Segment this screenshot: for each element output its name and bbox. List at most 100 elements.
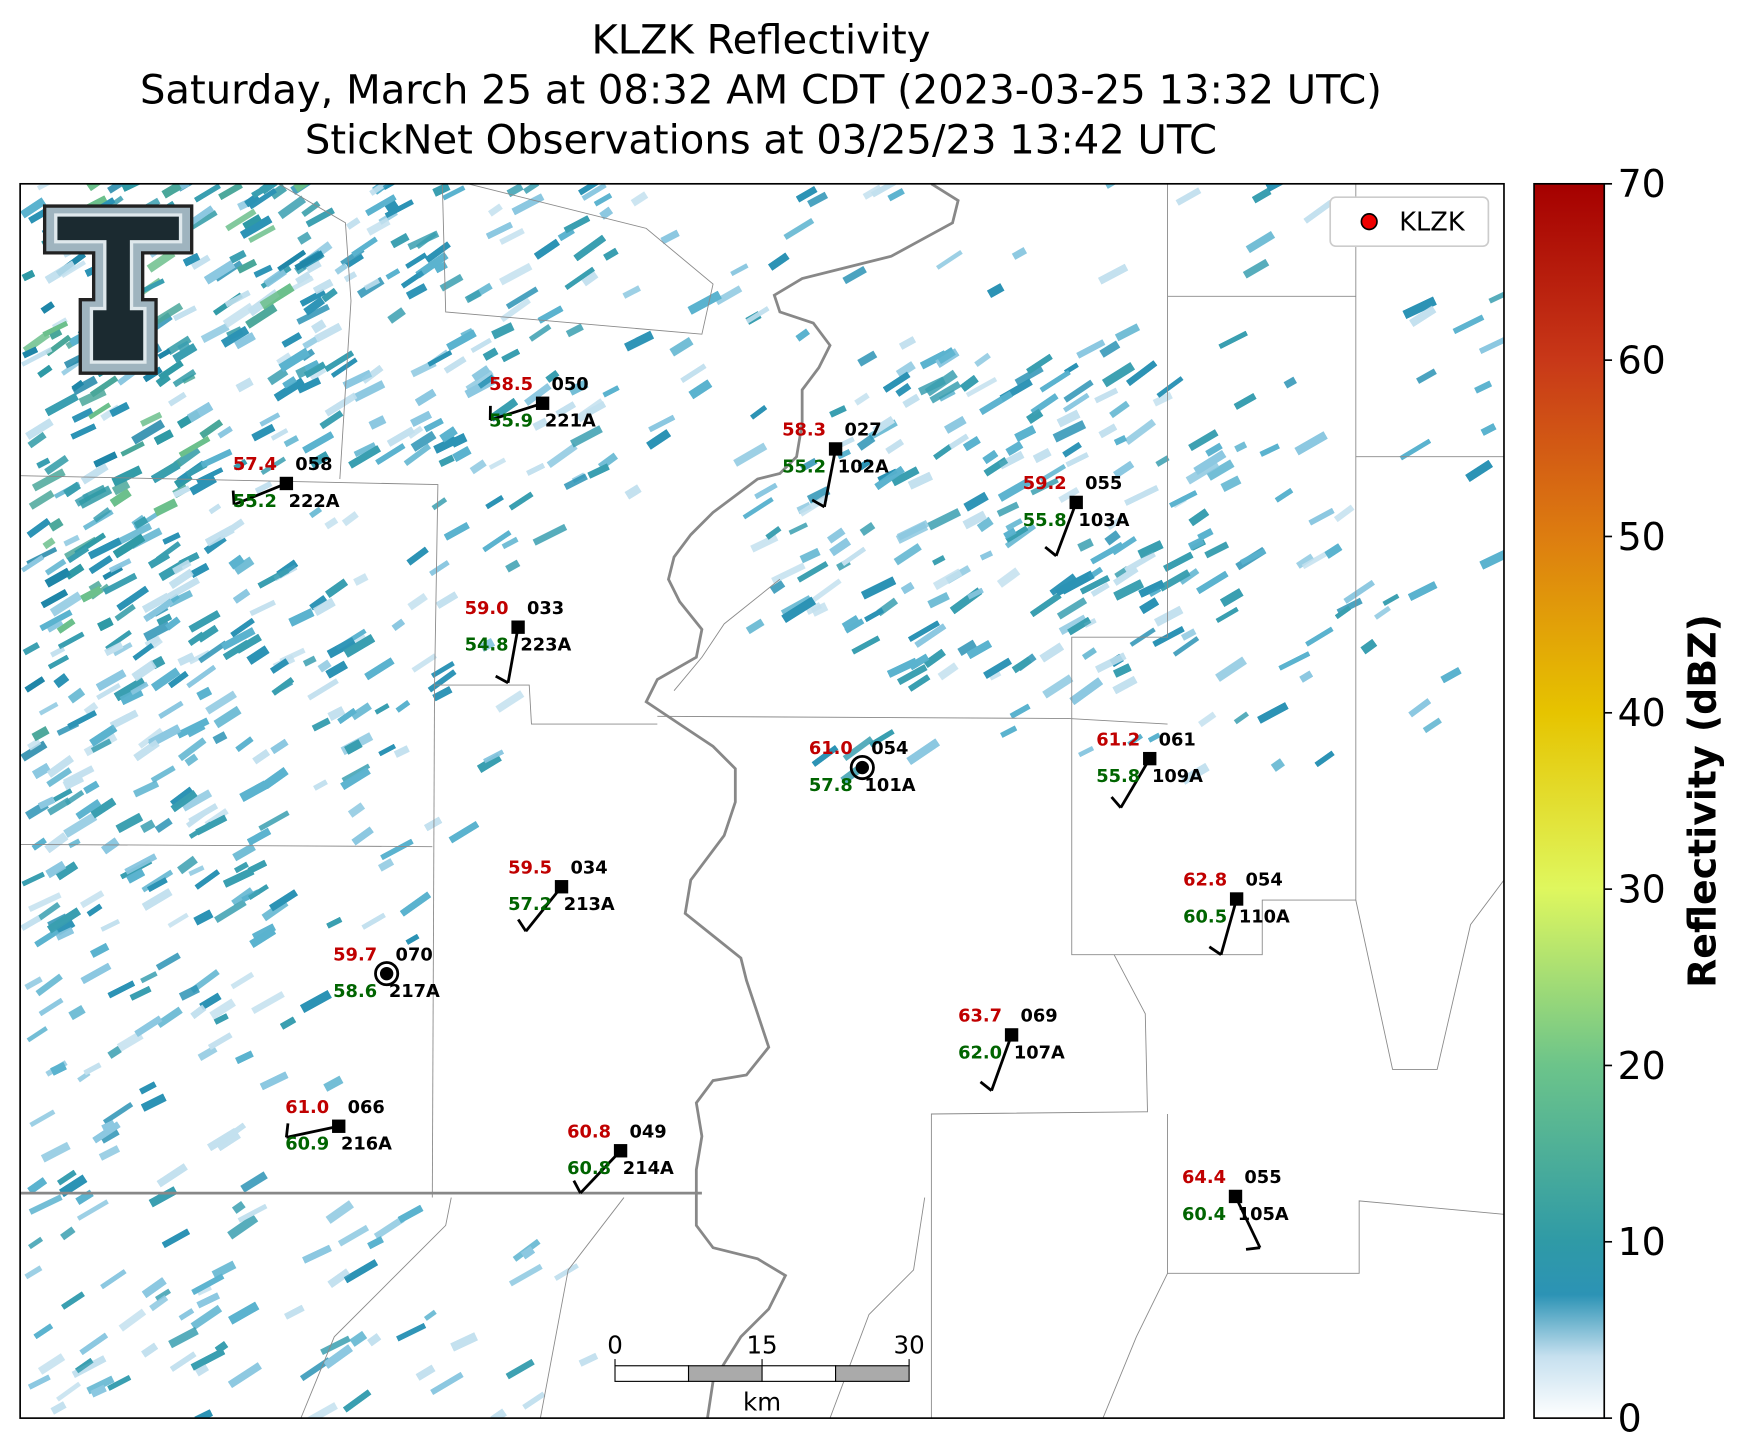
echo	[277, 195, 307, 220]
echo	[1106, 516, 1124, 531]
wind-barb	[1054, 501, 1078, 557]
temperature: 58.5	[489, 374, 533, 395]
echo	[1113, 579, 1145, 601]
echo	[148, 1186, 178, 1208]
echo	[491, 322, 515, 340]
dewpoint: 55.8	[1023, 510, 1067, 531]
echo	[1058, 614, 1088, 635]
echo	[1402, 296, 1437, 319]
echo	[304, 361, 327, 379]
echo	[197, 1045, 218, 1061]
station-id: 223A	[520, 635, 571, 656]
echo	[983, 457, 1009, 477]
wind-barb-flag	[811, 498, 826, 509]
echo	[191, 1273, 225, 1295]
echo	[1193, 450, 1227, 475]
echo	[1206, 459, 1235, 481]
pressure: 049	[629, 1121, 666, 1142]
echo	[403, 443, 432, 467]
echo	[156, 1163, 188, 1188]
echo	[309, 595, 327, 611]
echo	[149, 1294, 169, 1312]
echo	[88, 555, 113, 575]
echo	[155, 373, 171, 388]
temperature: 59.5	[508, 857, 552, 878]
echo	[1065, 452, 1089, 468]
echo	[406, 546, 429, 566]
echo	[840, 766, 862, 785]
echo	[327, 1268, 351, 1288]
legend-label: KLZK	[1399, 208, 1466, 238]
echo	[116, 1030, 144, 1052]
echo	[98, 1145, 121, 1161]
echo	[811, 745, 839, 767]
station: 64.4 055 60.4 105A	[1182, 1167, 1289, 1251]
wind-barb	[1219, 898, 1238, 956]
wind-barb-flag	[1110, 796, 1122, 809]
echo	[320, 1335, 351, 1356]
echo	[118, 522, 153, 545]
echo	[309, 451, 330, 469]
echo	[158, 700, 184, 719]
dewpoint: 57.2	[508, 894, 552, 915]
echo	[247, 859, 268, 874]
echo	[891, 466, 920, 487]
echo	[259, 183, 278, 195]
echo	[293, 183, 322, 192]
echo	[190, 1304, 223, 1330]
colorbar-tick-label: 60	[1618, 339, 1666, 383]
temperature: 61.0	[285, 1097, 329, 1118]
wind-barb	[233, 482, 287, 506]
echo	[1333, 504, 1355, 523]
echo	[563, 473, 588, 491]
wind-barb	[286, 1124, 340, 1139]
echo	[807, 191, 829, 208]
echo	[1067, 616, 1092, 636]
station: 63.7 069 62.0 107A	[958, 1006, 1065, 1092]
echo	[149, 302, 184, 328]
echo	[1011, 656, 1032, 674]
echo	[102, 1101, 134, 1125]
echo	[1098, 263, 1129, 285]
echo	[42, 320, 69, 337]
echo	[1078, 746, 1094, 758]
echo	[432, 686, 453, 702]
echo	[80, 962, 112, 985]
echo	[1259, 443, 1280, 457]
echo	[282, 376, 297, 389]
echo	[248, 884, 269, 900]
echo	[344, 739, 363, 755]
echo	[765, 526, 782, 540]
echo	[75, 799, 102, 820]
echo	[1465, 460, 1493, 482]
echo	[1274, 488, 1294, 503]
echo	[214, 1341, 229, 1354]
echo	[157, 348, 172, 360]
echo	[646, 429, 672, 450]
echo	[568, 379, 589, 396]
echo	[1111, 536, 1137, 556]
station-id: 103A	[1078, 510, 1129, 531]
echo	[194, 1409, 213, 1419]
echo	[1014, 425, 1037, 442]
echo	[495, 690, 525, 713]
echo	[810, 578, 842, 604]
scale-label: 30	[894, 1331, 925, 1360]
echo	[99, 1127, 120, 1144]
station: 61.0 066 60.9 216A	[284, 1097, 392, 1155]
echo	[214, 899, 247, 923]
pressure: 027	[844, 420, 881, 441]
pressure: 058	[295, 454, 332, 475]
echo	[340, 767, 371, 791]
echo	[841, 546, 866, 566]
echo	[630, 191, 649, 207]
colorbar-tick-label: 40	[1618, 691, 1666, 735]
echo	[730, 263, 749, 277]
echo	[37, 364, 53, 378]
echo	[938, 389, 956, 402]
echo	[829, 537, 851, 557]
echo	[908, 674, 931, 692]
echo	[1009, 703, 1031, 719]
echo	[22, 346, 38, 359]
echo	[161, 1228, 191, 1249]
